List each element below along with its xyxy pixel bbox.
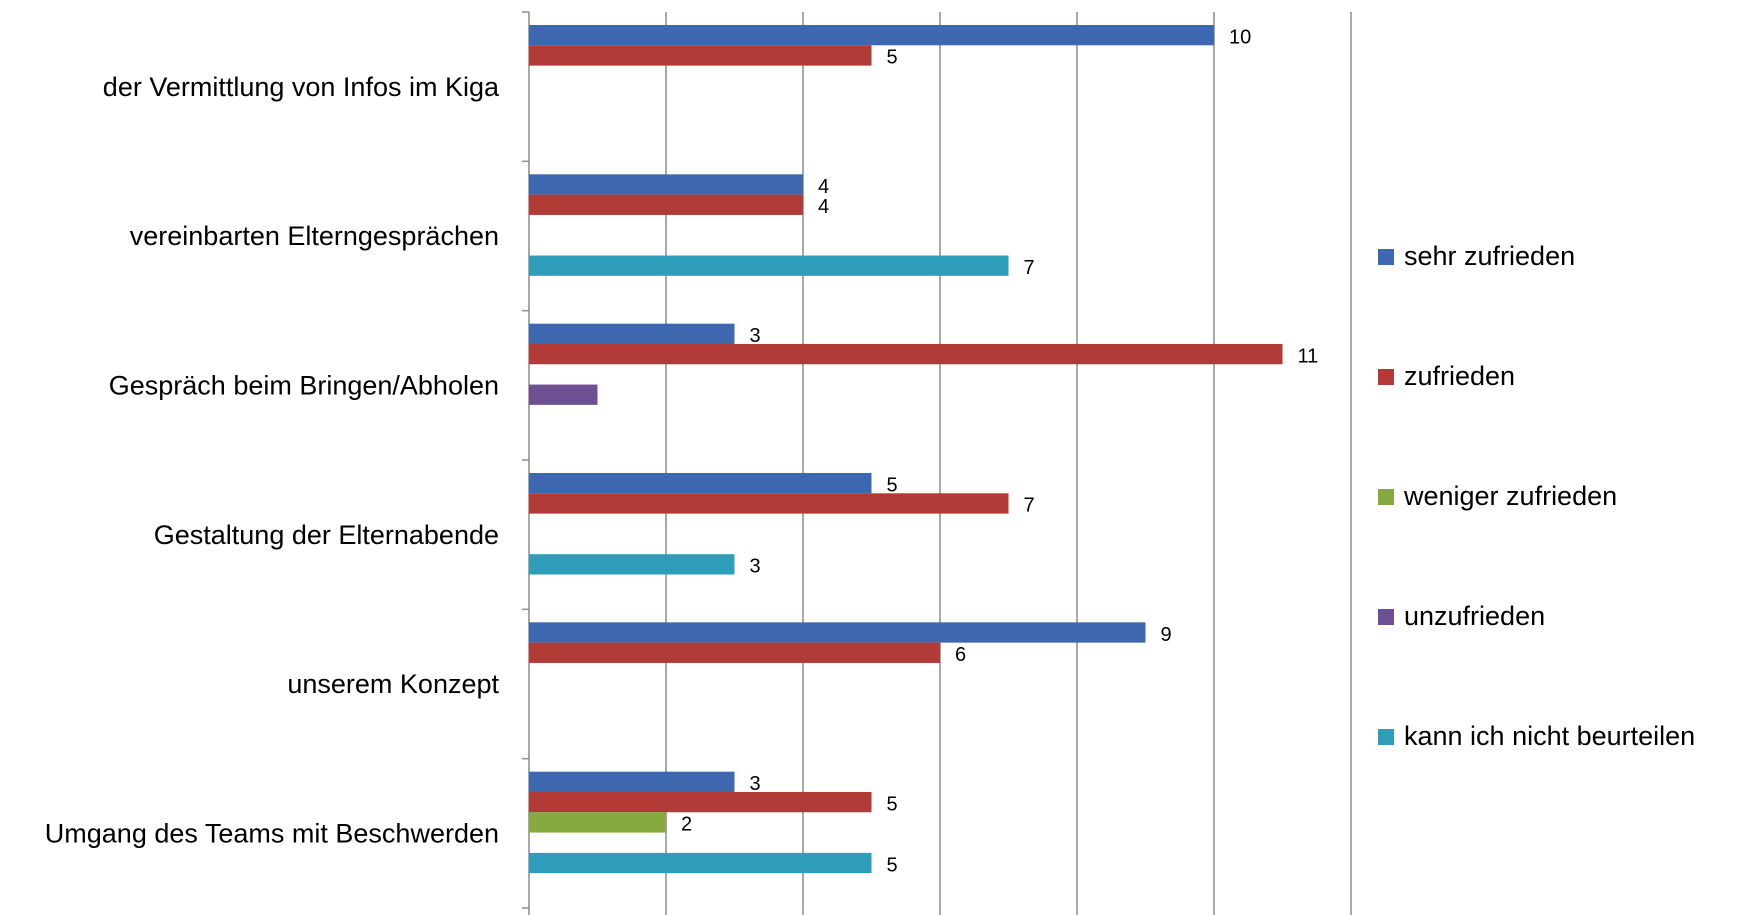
bar: [529, 473, 872, 494]
data-label: 7: [1024, 495, 1035, 517]
legend-swatch: [1378, 609, 1394, 625]
legend-swatch: [1378, 249, 1394, 265]
legend-swatch: [1378, 369, 1394, 385]
data-label: 4: [818, 176, 829, 198]
bar: [529, 323, 735, 344]
category-label: vereinbarten Elterngesprächen: [130, 221, 499, 251]
data-label: 5: [887, 474, 898, 496]
bar: [529, 771, 735, 792]
bar: [529, 194, 803, 215]
data-label: 4: [818, 196, 829, 218]
data-label: 2: [681, 814, 692, 836]
bar: [529, 384, 598, 405]
category-label: Umgang des Teams mit Beschwerden: [45, 818, 499, 848]
legend-label: weniger zufrieden: [1403, 481, 1617, 511]
data-label: 10: [1229, 26, 1251, 48]
bar: [529, 45, 872, 66]
data-label: 5: [887, 854, 898, 876]
bar: [529, 255, 1009, 276]
legend-swatch: [1378, 729, 1394, 745]
data-label: 3: [750, 773, 761, 795]
category-label: Gestaltung der Elternabende: [154, 520, 499, 550]
data-label: 3: [750, 325, 761, 347]
data-label: 5: [887, 47, 898, 69]
legend-label: unzufrieden: [1404, 601, 1545, 631]
data-label: 3: [750, 556, 761, 578]
legend-label: kann ich nicht beurteilen: [1404, 721, 1695, 751]
category-label: unserem Konzept: [287, 669, 499, 699]
data-label: 11: [1298, 345, 1319, 367]
legend-label: zufrieden: [1404, 361, 1515, 391]
bar: [529, 812, 666, 833]
category-label: Gespräch beim Bringen/Abholen: [109, 370, 499, 400]
bar: [529, 174, 803, 195]
bar: [529, 493, 1009, 514]
bar: [529, 852, 872, 874]
bar: [529, 642, 940, 663]
legend-swatch: [1378, 489, 1394, 505]
bar: [529, 791, 872, 813]
legend-label: sehr zufrieden: [1404, 241, 1575, 271]
data-label: 5: [887, 793, 898, 815]
data-label: 9: [1161, 624, 1172, 646]
data-label: 7: [1024, 257, 1035, 279]
category-label: der Vermittlung von Infos im Kiga: [103, 72, 500, 102]
bar: [529, 343, 1283, 365]
bar: [529, 25, 1214, 46]
bar: [529, 622, 1146, 643]
data-label: 6: [955, 644, 966, 666]
bar: [529, 554, 735, 575]
